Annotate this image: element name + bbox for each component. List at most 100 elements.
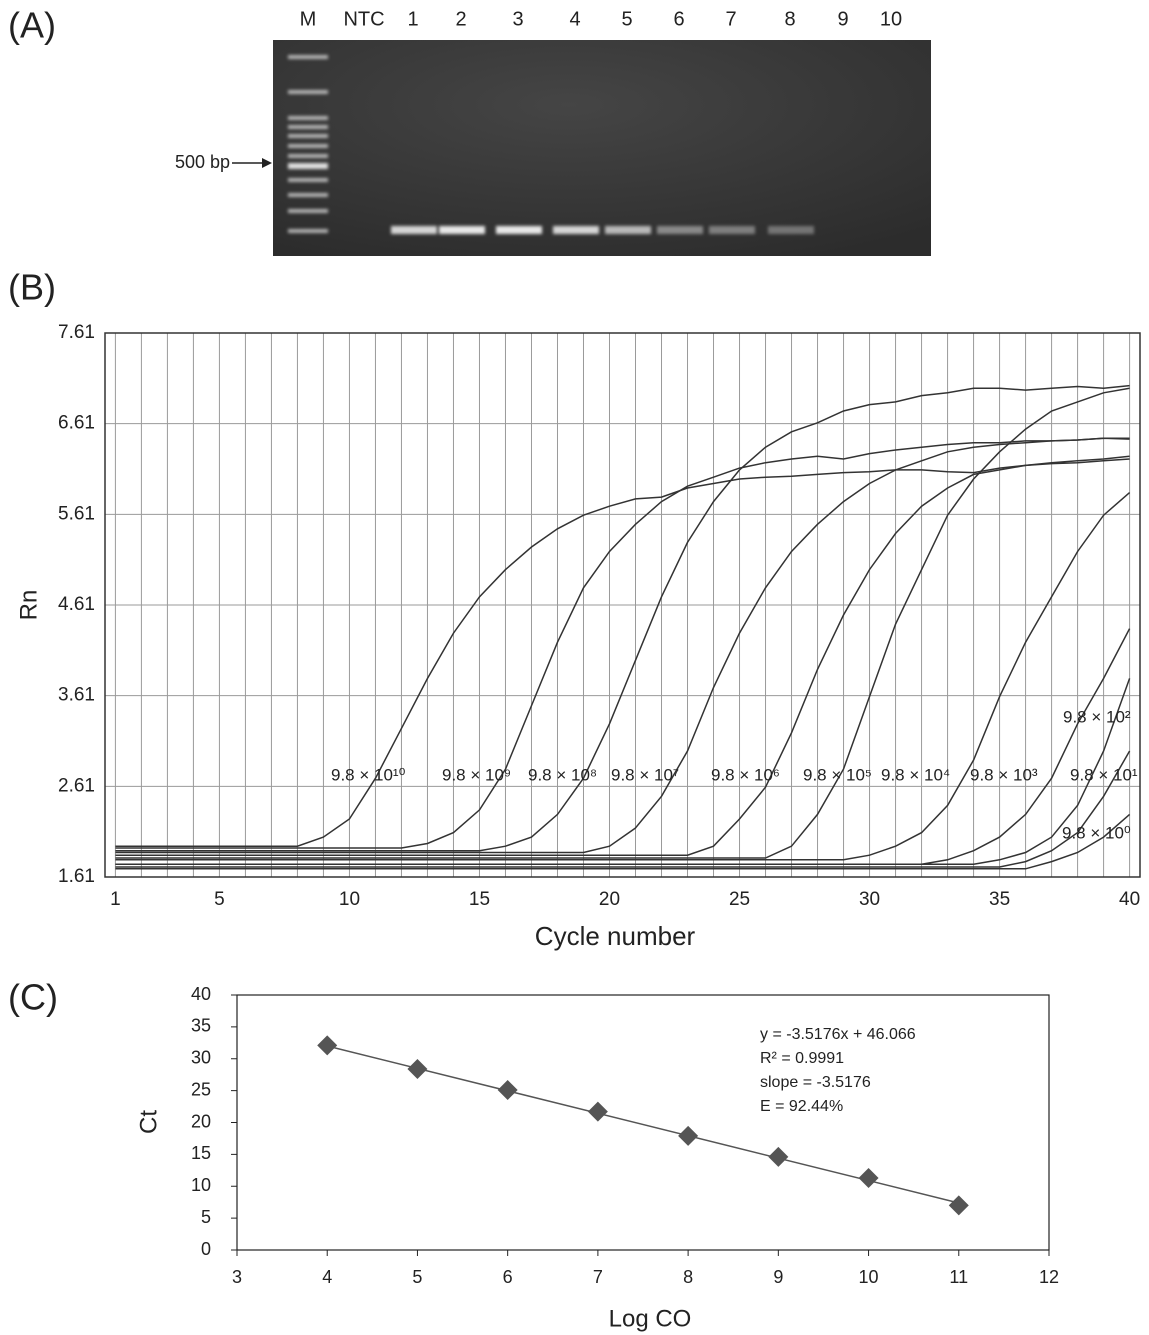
series-label: 9.8 × 10³ (970, 765, 1038, 784)
y-tick-label: 35 (191, 1016, 211, 1036)
annotation: R² = 0.9991 (760, 1050, 844, 1067)
ladder-band (288, 144, 328, 148)
amplification-curve (115, 388, 1129, 858)
panel-label: (C) (8, 977, 58, 1018)
sample-band (605, 226, 651, 234)
lane-label: 7 (725, 8, 736, 30)
y-tick-label: 0 (201, 1239, 211, 1259)
sample-band (657, 226, 703, 234)
y-tick-label: 15 (191, 1143, 211, 1163)
x-tick-label: 12 (1039, 1267, 1059, 1287)
x-tick-label: 8 (683, 1267, 693, 1287)
lane-label: 1 (407, 8, 418, 30)
lane-label: 5 (621, 8, 632, 30)
amplification-curve (115, 629, 1129, 865)
x-tick-label: 3 (232, 1267, 242, 1287)
figure: (A)MNTC12345678910500 bp(B)1.612.613.614… (0, 0, 1149, 1335)
sample-band (439, 226, 485, 234)
data-point (498, 1080, 518, 1100)
x-tick-label: 11 (949, 1267, 968, 1287)
lane-label: 8 (784, 8, 795, 30)
y-tick-label: 4.61 (58, 594, 95, 615)
ladder-band (288, 55, 328, 59)
data-point (317, 1035, 337, 1055)
marker-arrowhead (262, 158, 272, 168)
x-tick-label: 7 (593, 1267, 603, 1287)
series-label: 9.8 × 10⁸ (528, 765, 597, 784)
lane-label: 3 (512, 8, 523, 30)
x-tick-label: 6 (503, 1267, 513, 1287)
data-point (407, 1059, 427, 1079)
series-label: 9.8 × 10⁶ (711, 765, 780, 784)
data-point (949, 1195, 969, 1215)
x-tick-label: 15 (469, 889, 490, 910)
lane-label: NTC (343, 8, 384, 30)
sample-band (391, 226, 437, 234)
amplification-curve (115, 438, 1129, 852)
ladder-band (288, 116, 328, 120)
lane-label: 2 (455, 8, 466, 30)
x-tick-label: 40 (1119, 889, 1140, 910)
x-tick-label: 10 (339, 889, 360, 910)
x-tick-label: 9 (773, 1267, 783, 1287)
y-tick-label: 20 (191, 1111, 211, 1131)
lane-label: M (300, 8, 317, 30)
ladder-band (288, 154, 328, 158)
amplification-curve (115, 814, 1129, 868)
ladder-band (288, 229, 328, 233)
x-tick-label: 20 (599, 889, 620, 910)
y-tick-label: 1.61 (58, 866, 95, 887)
annotation: y = -3.5176x + 46.066 (760, 1026, 916, 1043)
ladder-band (288, 178, 328, 182)
panel-label: (B) (8, 267, 56, 308)
x-tick-label: 1 (110, 889, 121, 910)
series-label: 9.8 × 10⁰ (1062, 823, 1131, 842)
series-label: 9.8 × 10² (1063, 707, 1131, 726)
plot-frame (237, 995, 1049, 1250)
series-label: 9.8 × 10⁷ (611, 765, 679, 784)
y-tick-label: 10 (191, 1175, 211, 1195)
sample-band (768, 226, 814, 234)
y-tick-label: 30 (191, 1048, 211, 1068)
x-tick-label: 10 (859, 1267, 879, 1287)
amplification-curve (115, 456, 1129, 855)
gel-image (273, 40, 931, 256)
series-label: 9.8 × 10⁹ (442, 765, 511, 784)
amplification-curve (115, 459, 1129, 846)
y-tick-label: 5 (201, 1207, 211, 1227)
y-tick-label: 6.61 (58, 413, 95, 434)
amplification-curve (115, 493, 1129, 860)
annotation: slope = -3.5176 (760, 1074, 871, 1091)
lane-label: 6 (673, 8, 684, 30)
ladder-band (288, 163, 328, 169)
ladder-band (288, 209, 328, 213)
data-point (678, 1126, 698, 1146)
ladder-band (288, 134, 328, 138)
y-tick-label: 5.61 (58, 503, 95, 524)
x-axis-label: Cycle number (535, 921, 696, 951)
lane-label: 4 (569, 8, 580, 30)
data-point (768, 1147, 788, 1167)
sample-band (553, 226, 599, 234)
data-point (588, 1102, 608, 1122)
series-label: 9.8 × 10⁴ (881, 765, 950, 784)
x-tick-label: 35 (989, 889, 1010, 910)
x-tick-label: 5 (412, 1267, 422, 1287)
y-tick-label: 40 (191, 984, 211, 1004)
x-tick-label: 5 (214, 889, 225, 910)
x-tick-label: 4 (322, 1267, 332, 1287)
y-axis-label: Rn (15, 590, 42, 621)
y-tick-label: 7.61 (58, 322, 95, 343)
x-tick-label: 25 (729, 889, 750, 910)
annotation: E = 92.44% (760, 1098, 843, 1115)
series-label: 9.8 × 10⁵ (803, 765, 872, 784)
ladder-band (288, 125, 328, 129)
panel-label: (A) (8, 5, 56, 46)
marker-label: 500 bp (175, 152, 230, 172)
y-tick-label: 25 (191, 1079, 211, 1099)
series-label: 9.8 × 10¹ (1070, 765, 1138, 784)
sample-band (496, 226, 542, 234)
x-tick-label: 30 (859, 889, 880, 910)
lane-label: 10 (880, 8, 902, 30)
y-axis-label: Ct (135, 1110, 162, 1134)
